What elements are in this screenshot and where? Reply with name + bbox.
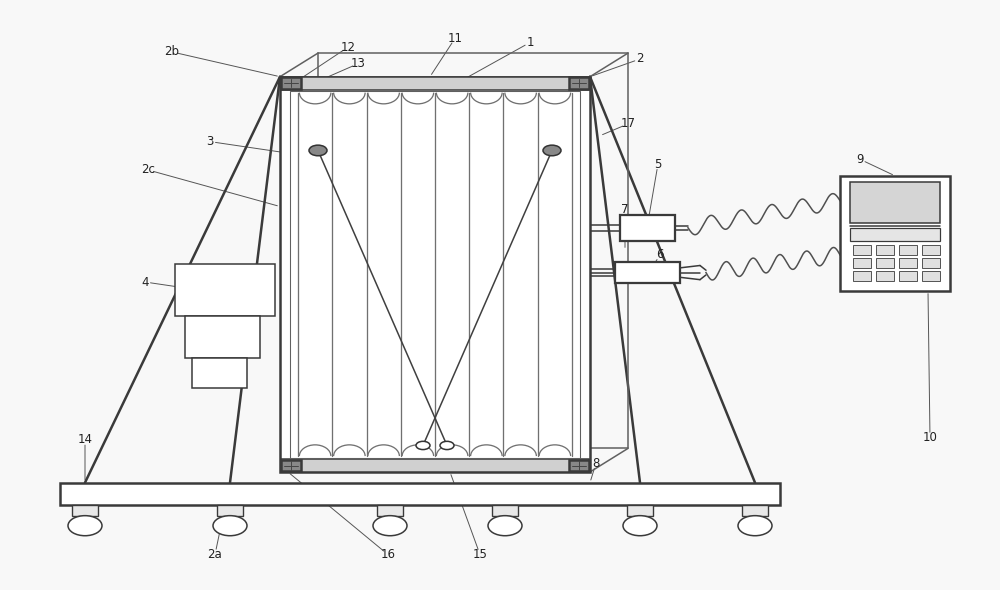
Bar xyxy=(922,258,940,268)
Text: 9: 9 xyxy=(856,153,864,166)
Circle shape xyxy=(623,516,657,536)
Bar xyxy=(569,460,589,471)
Text: 10: 10 xyxy=(923,431,937,444)
Bar xyxy=(281,460,301,471)
Text: 3: 3 xyxy=(206,135,214,148)
Bar xyxy=(290,91,580,458)
Text: 6: 6 xyxy=(656,248,664,261)
Bar xyxy=(615,262,680,283)
Text: 13: 13 xyxy=(351,57,365,70)
Bar xyxy=(281,77,301,89)
Bar xyxy=(876,271,894,281)
Text: 14: 14 xyxy=(78,433,92,446)
Text: 17: 17 xyxy=(620,117,636,130)
Bar xyxy=(72,505,98,516)
Bar xyxy=(853,245,871,255)
Circle shape xyxy=(309,145,327,156)
Bar xyxy=(922,245,940,255)
Text: 8: 8 xyxy=(592,457,600,470)
Text: 2: 2 xyxy=(636,53,644,65)
Circle shape xyxy=(416,441,430,450)
Text: 2a: 2a xyxy=(208,548,222,561)
Circle shape xyxy=(440,441,454,450)
Bar xyxy=(899,258,917,268)
Bar xyxy=(217,505,243,516)
Circle shape xyxy=(213,516,247,536)
Text: 7: 7 xyxy=(621,203,629,216)
Text: 16: 16 xyxy=(380,548,396,561)
Text: 11: 11 xyxy=(448,32,462,45)
Bar xyxy=(922,271,940,281)
Text: 2b: 2b xyxy=(164,45,180,58)
Bar xyxy=(853,258,871,268)
Bar xyxy=(280,77,590,472)
Bar xyxy=(175,264,275,316)
Circle shape xyxy=(543,145,561,156)
Circle shape xyxy=(738,516,772,536)
Bar xyxy=(620,215,675,241)
Text: 4: 4 xyxy=(141,276,149,289)
Text: 12: 12 xyxy=(340,41,356,54)
Text: 2c: 2c xyxy=(141,163,155,176)
Bar xyxy=(192,358,247,388)
Bar xyxy=(853,271,871,281)
Bar xyxy=(899,271,917,281)
Bar xyxy=(876,258,894,268)
Bar xyxy=(281,77,589,90)
Bar xyxy=(627,505,653,516)
Bar xyxy=(569,77,589,89)
Circle shape xyxy=(488,516,522,536)
Bar xyxy=(840,176,950,291)
Bar xyxy=(742,505,768,516)
Bar xyxy=(899,245,917,255)
Circle shape xyxy=(68,516,102,536)
Bar xyxy=(850,228,940,241)
Bar xyxy=(850,182,940,223)
Bar xyxy=(60,483,780,505)
Text: 15: 15 xyxy=(473,548,487,561)
Circle shape xyxy=(373,516,407,536)
Text: 5: 5 xyxy=(654,158,662,171)
Bar xyxy=(281,459,589,472)
Bar xyxy=(876,245,894,255)
Bar xyxy=(377,505,403,516)
Text: 1: 1 xyxy=(526,36,534,49)
Bar xyxy=(492,505,518,516)
Bar xyxy=(185,316,260,358)
